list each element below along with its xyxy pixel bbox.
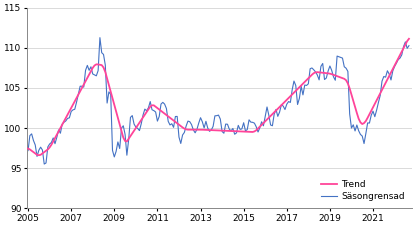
- Trend: [36, 154, 41, 157]
- Säsongrensad: [36, 149, 41, 152]
- Trend: [115, 116, 120, 119]
- Trend: [97, 63, 102, 66]
- Säsongrensad: [42, 163, 47, 165]
- Säsongrensad: [99, 51, 104, 54]
- Trend: [25, 147, 30, 150]
- Säsongrensad: [218, 118, 223, 120]
- Line: Säsongrensad: Säsongrensad: [28, 38, 409, 164]
- Säsongrensad: [97, 36, 102, 39]
- Säsongrensad: [131, 123, 136, 126]
- Trend: [216, 129, 221, 132]
- Trend: [130, 132, 135, 135]
- Trend: [406, 37, 411, 40]
- Säsongrensad: [25, 149, 30, 152]
- Säsongrensad: [406, 44, 411, 47]
- Line: Trend: Trend: [28, 39, 409, 155]
- Trend: [38, 153, 43, 156]
- Säsongrensad: [117, 147, 122, 150]
- Legend: Trend, Säsongrensad: Trend, Säsongrensad: [318, 177, 407, 204]
- Trend: [158, 109, 163, 112]
- Säsongrensad: [160, 101, 165, 104]
